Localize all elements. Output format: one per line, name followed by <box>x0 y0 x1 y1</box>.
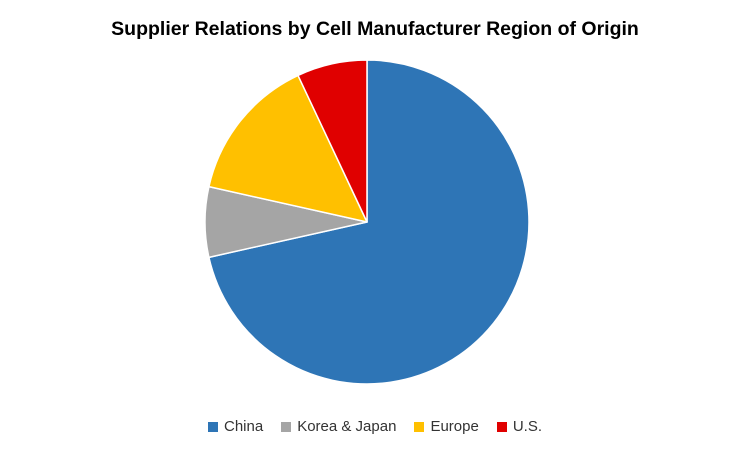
legend-swatch-china <box>207 421 218 432</box>
legend-swatch-europe <box>414 421 425 432</box>
legend-item-u-s: U.S. <box>496 418 542 435</box>
legend-item-korea-japan: Korea & Japan <box>281 418 396 435</box>
legend-swatch-korea-japan <box>281 421 292 432</box>
legend-swatch-u-s <box>496 421 507 432</box>
legend-item-china: China <box>207 418 264 435</box>
legend-label-china: China <box>223 418 264 435</box>
legend-label-europe: Europe <box>430 418 479 435</box>
legend-item-europe: Europe <box>414 418 479 435</box>
pie-slice-china <box>208 59 530 385</box>
chart-title: Supplier Relations by Cell Manufacturer … <box>111 18 639 40</box>
pie-slice-u-s <box>297 59 368 223</box>
chart-legend: China Korea & Japan Europe U.S. <box>0 418 750 435</box>
legend-label-korea-japan: Korea & Japan <box>297 418 397 435</box>
pie-slice-europe <box>208 74 368 223</box>
legend-label-u-s: U.S. <box>512 418 542 435</box>
